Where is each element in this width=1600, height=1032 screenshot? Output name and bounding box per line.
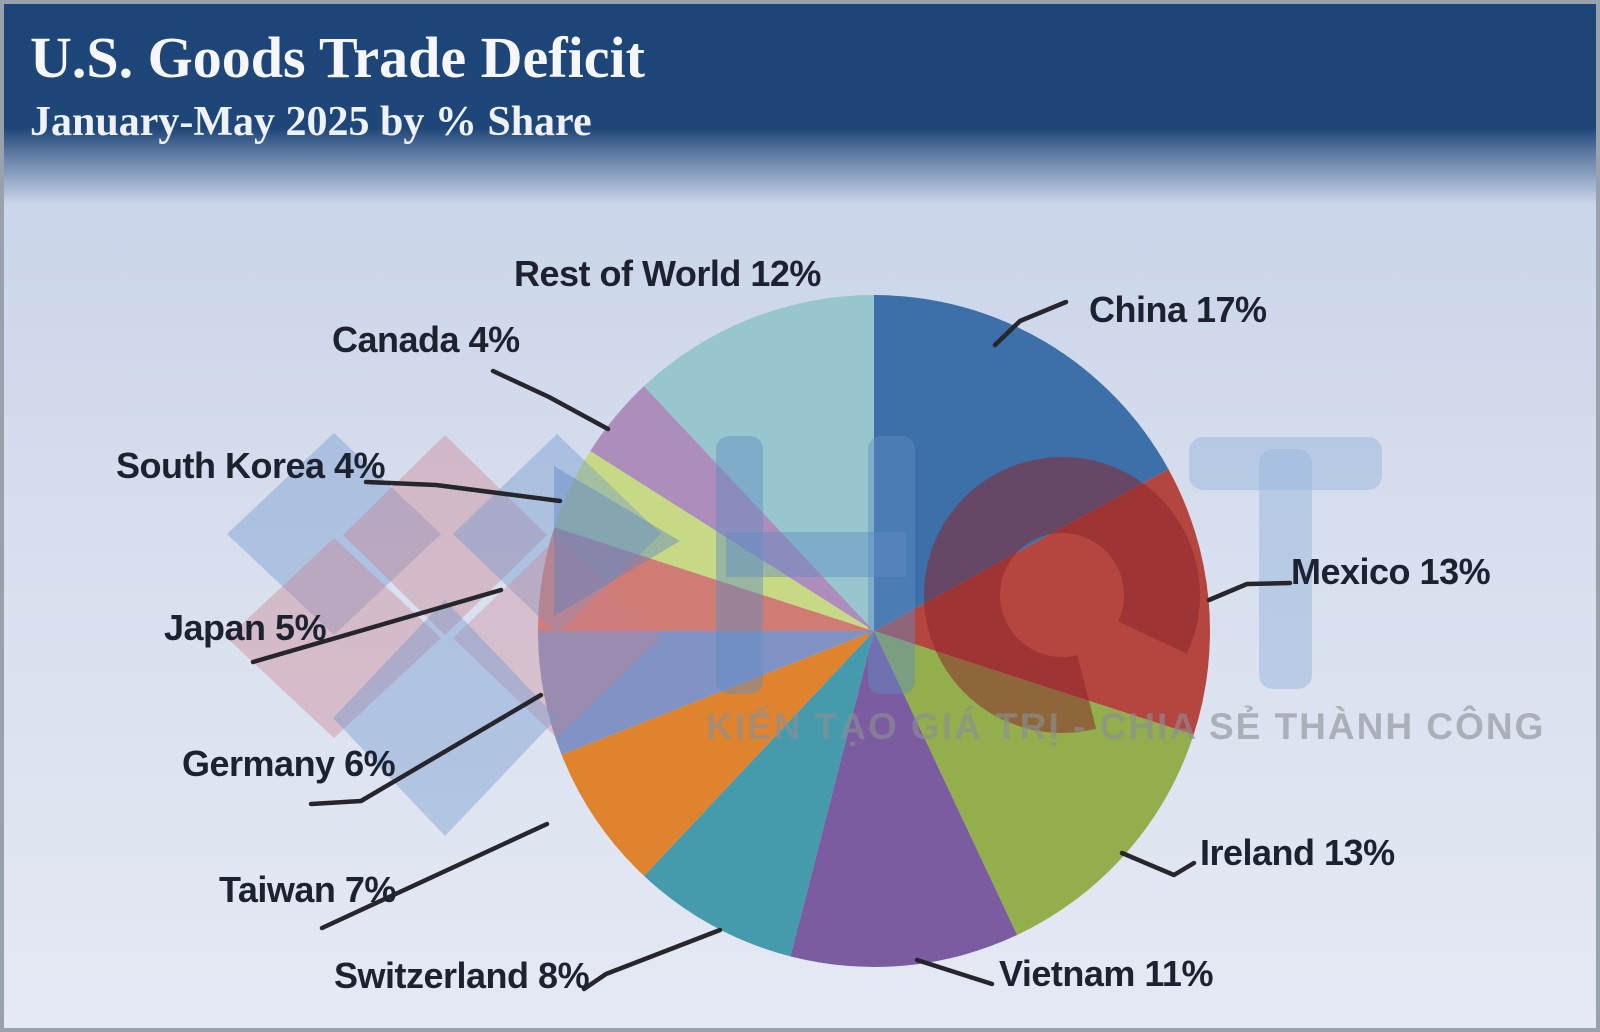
pie-label-taiwan: Taiwan 7%: [219, 869, 396, 910]
leader-line-china: [992, 299, 1069, 348]
pie-label-switzerland: Switzerland 8%: [334, 955, 590, 996]
pie-slice-ireland: [874, 631, 1194, 935]
pie-label-canada: Canada 4%: [332, 319, 520, 360]
pie-slice-taiwan: [561, 631, 874, 876]
pie-slice-rest-of-world: [644, 295, 874, 631]
watermark-letters: [716, 436, 1382, 733]
leader-line-vietnam: [914, 957, 995, 987]
pie-slice-switzerland: [644, 631, 874, 957]
watermark-diamond-pink: [453, 538, 661, 738]
leader-line-switzerland: [581, 927, 723, 992]
watermark-diamond-blue: [333, 600, 557, 836]
pie-label-mexico: Mexico 13%: [1291, 551, 1491, 592]
page-subtitle: January-May 2025 by % Share: [30, 99, 592, 145]
watermark-slogan: KIẾN TẠO GIÁ TRỊ - CHIA SẺ THÀNH CÔNG: [706, 706, 1546, 747]
pie-slice-vietnam: [790, 631, 1018, 967]
leader-line-germany: [308, 692, 544, 807]
pie-slice-japan: [538, 527, 874, 631]
leader-line-taiwan: [319, 821, 550, 931]
pie-slice-south-korea: [554, 451, 874, 631]
leader-line-canada: [490, 368, 611, 432]
watermark-diamond-blue: [453, 434, 661, 634]
leader-lines: [250, 299, 1293, 992]
pie-label-ireland: Ireland 13%: [1200, 832, 1395, 873]
watermark-letter-t: [1189, 437, 1382, 689]
page-title: U.S. Goods Trade Deficit: [30, 25, 645, 90]
header-band: U.S. Goods Trade Deficit January-May 202…: [4, 4, 1596, 204]
watermark-letter-c: [924, 457, 1200, 733]
pie-label-vietnam: Vietnam 11%: [999, 953, 1213, 994]
pie-label-germany: Germany 6%: [182, 743, 396, 784]
watermark-letter-h: [716, 436, 915, 694]
pie-slice-canada: [590, 386, 874, 631]
pie-label-japan: Japan 5%: [164, 607, 327, 648]
pie-label-rest-of-world: Rest of World 12%: [514, 253, 821, 294]
pie-label-south-korea: South Korea 4%: [116, 445, 386, 486]
leader-line-japan: [250, 587, 504, 665]
leader-line-south-korea: [363, 479, 563, 504]
leader-line-ireland: [1119, 850, 1197, 878]
pie-slice-germany: [538, 631, 874, 755]
leader-line-mexico: [1206, 580, 1293, 603]
watermark-arrow-icon: [554, 466, 680, 616]
pie-label-china: China 17%: [1089, 289, 1267, 330]
